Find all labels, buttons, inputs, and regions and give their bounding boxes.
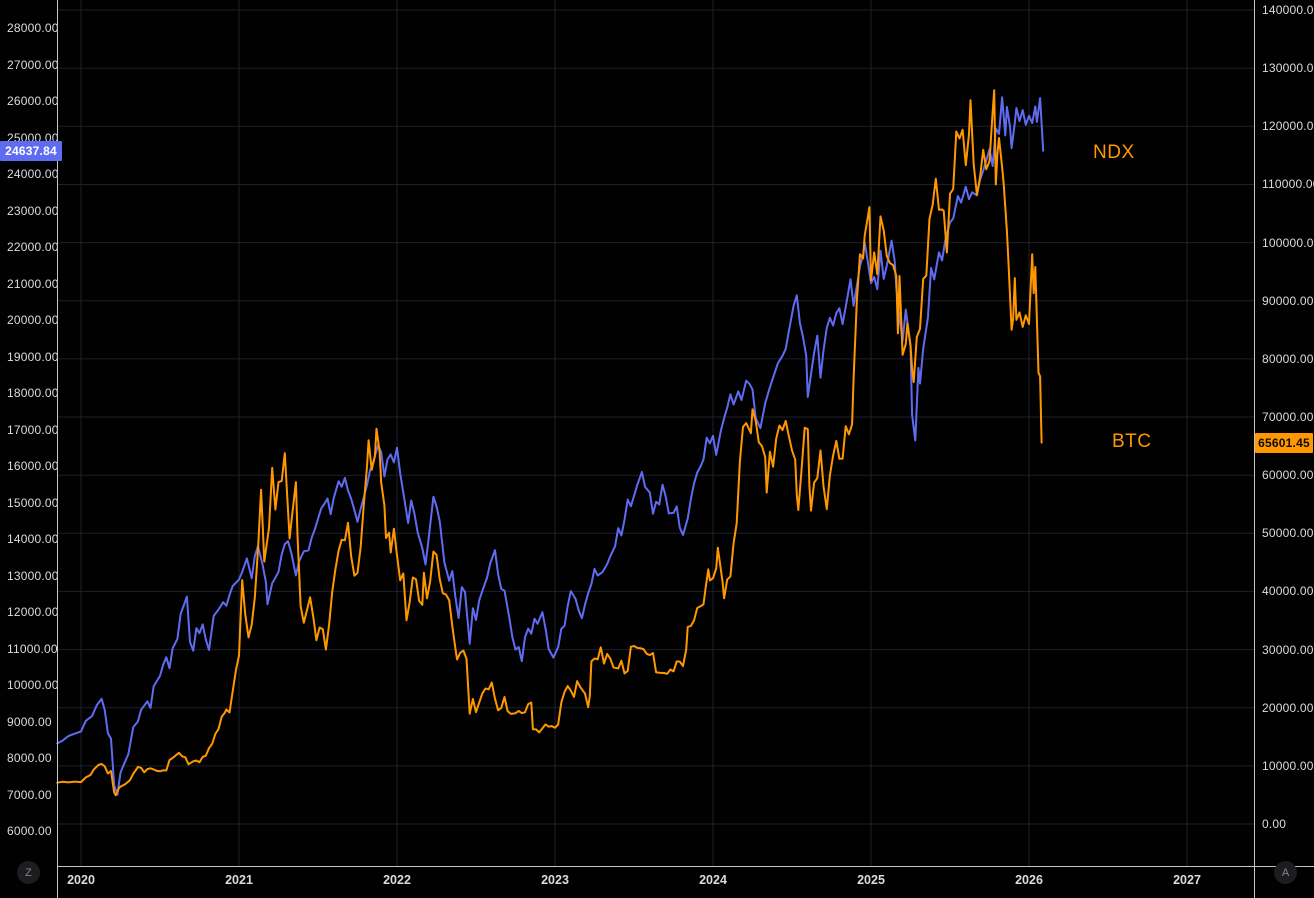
left-axis-border: [57, 0, 58, 898]
price-tick-label: 100000.00: [1262, 235, 1314, 250]
year-tick-label: 2021: [225, 873, 253, 887]
price-tick-label: 22000.00: [7, 240, 59, 255]
price-tick-label: 27000.00: [7, 57, 59, 72]
price-tick-label: 14000.00: [7, 532, 59, 547]
corner-button-z[interactable]: Z: [17, 861, 40, 884]
price-tick-label: 80000.00: [1262, 351, 1314, 366]
price-tick-label: 13000.00: [7, 568, 59, 583]
price-tick-label: 12000.00: [7, 605, 59, 620]
ndx-current-price-label: 24637.84: [0, 140, 62, 161]
price-tick-label: 16000.00: [7, 459, 59, 474]
price-tick-label: 70000.00: [1262, 410, 1314, 425]
price-tick-label: 140000.00: [1262, 3, 1314, 18]
price-tick-label: 28000.00: [7, 21, 59, 36]
year-tick-label: 2027: [1173, 873, 1201, 887]
price-tick-label: 7000.00: [7, 787, 52, 802]
time-axis[interactable]: 2020 2021 2022 2023 2024 2025 2026 2027: [0, 867, 1314, 898]
price-tick-label: 17000.00: [7, 422, 59, 437]
price-tick-label: 8000.00: [7, 751, 52, 765]
price-tick-label: 15000.00: [7, 495, 59, 510]
right-price-axis[interactable]: 0.00 10000.00 20000.00 30000.00 40000.00 5000…: [1255, 0, 1314, 866]
btc-current-price-label: 65601.45: [1255, 432, 1313, 453]
chart-surface[interactable]: [0, 0, 1314, 866]
price-tick-label: 6000.00: [7, 823, 52, 838]
ndx-line: [56, 96, 1045, 796]
price-tick-label: 9000.00: [7, 714, 52, 729]
year-tick-label: 2022: [383, 873, 411, 887]
price-tick-label: 50000.00: [1262, 526, 1314, 541]
price-tick-label: 24000.00: [7, 167, 59, 182]
price-tick-label: 60000.00: [1262, 468, 1314, 483]
price-tick-label: 40000.00: [1262, 584, 1314, 599]
price-tick-label: 90000.00: [1262, 293, 1314, 308]
price-tick-label: 130000.00: [1262, 61, 1314, 76]
corner-button-a[interactable]: A: [1274, 861, 1297, 884]
year-tick-label: 2024: [699, 873, 727, 887]
price-tick-label: 23000.00: [7, 203, 59, 218]
price-tick-label: 26000.00: [7, 94, 59, 109]
year-tick-label: 2023: [541, 873, 569, 887]
left-price-axis[interactable]: 6000.00 7000.00 8000.00 9000.00 10000.00 1100…: [0, 0, 59, 866]
price-tick-label: 18000.00: [7, 386, 59, 401]
price-tick-label: 21000.00: [7, 276, 59, 291]
price-tick-label: 10000.00: [1262, 758, 1314, 773]
time-axis-border: [57, 866, 1314, 867]
price-tick-label: 0.00: [1262, 817, 1287, 831]
ndx-series-label[interactable]: NDX: [1093, 142, 1135, 163]
btc-series-label[interactable]: BTC: [1112, 431, 1152, 452]
price-tick-label: 11000.00: [7, 641, 58, 656]
price-tick-label: 19000.00: [7, 349, 59, 364]
year-tick-label: 2025: [857, 873, 885, 887]
year-tick-label: 2026: [1015, 873, 1043, 887]
right-axis-border: [1254, 0, 1255, 898]
price-tick-label: 20000.00: [7, 313, 59, 328]
price-tick-label: 120000.00: [1262, 119, 1314, 134]
gridlines: [57, 0, 1254, 866]
price-tick-label: 30000.00: [1262, 642, 1314, 657]
year-tick-label: 2020: [67, 873, 95, 887]
price-tick-label: 20000.00: [1262, 700, 1314, 715]
price-tick-label: 10000.00: [7, 678, 59, 692]
btc-line: [56, 89, 1043, 797]
price-tick-label: 110000.00: [1262, 177, 1314, 192]
